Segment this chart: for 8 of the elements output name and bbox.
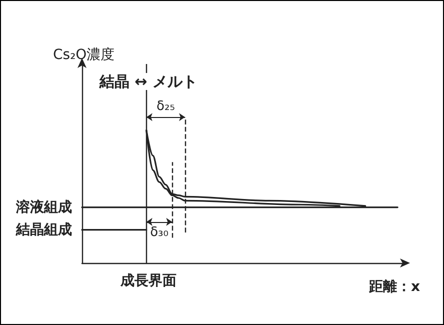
text: 成長界面 [119,273,176,289]
series-label: 溶液組成 [15,198,72,216]
y-axis-title: Cs₂O濃度 [53,47,115,63]
text: 結晶 ↔ メルト [98,72,198,90]
x-axis-title: 距離：x [368,279,420,295]
text: δ₂₅ [156,99,175,114]
annotation: δ₃₀ [150,224,168,240]
series-label: 結晶組成 [15,222,72,238]
